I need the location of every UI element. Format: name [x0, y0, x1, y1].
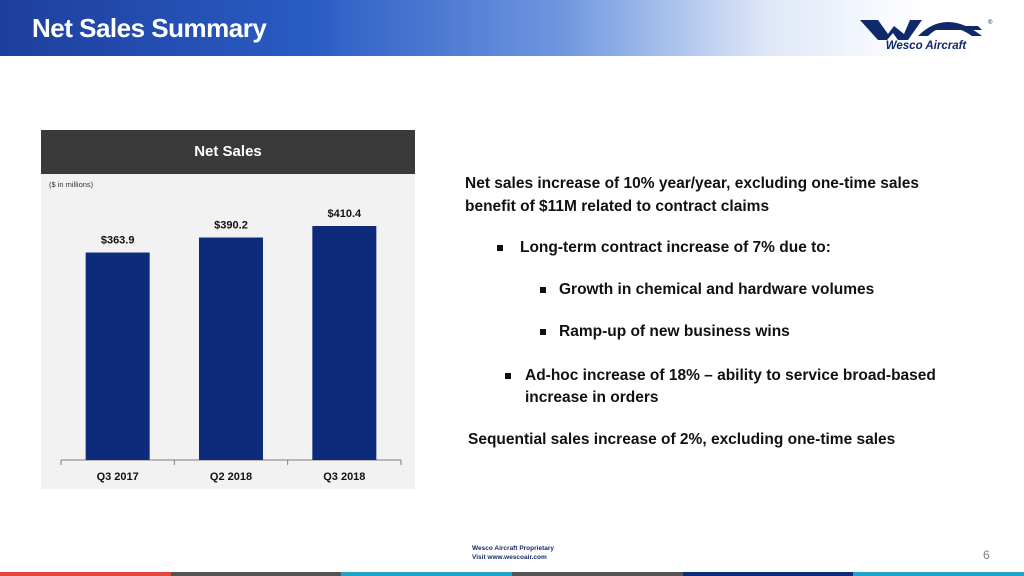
category-label: Q2 2018 — [210, 471, 252, 483]
sequential-increase-text: Sequential sales increase of 2%, excludi… — [468, 431, 896, 448]
sub-bullet-growth: Growth in chemical and hardware volumes — [559, 281, 875, 298]
footer-color-bar — [0, 572, 1024, 576]
bar-q3-2018 — [312, 226, 377, 460]
footer-color-segment — [341, 572, 513, 576]
registered-mark: ® — [988, 19, 993, 26]
footer-color-segment — [682, 572, 854, 576]
chart-unit-note: ($ in millions) — [49, 180, 94, 189]
logo-text: Wesco Aircraft — [885, 40, 967, 52]
bullet-marker — [540, 329, 546, 335]
headline-line-2: benefit of $11M related to contract clai… — [465, 198, 770, 215]
bar-value-label: $410.4 — [328, 208, 363, 220]
bar-q3-2017 — [85, 252, 150, 460]
website-link[interactable]: Visit www.wescoair.com — [472, 554, 547, 561]
footer-color-segment — [0, 572, 171, 576]
footer-color-segment — [512, 572, 683, 576]
chart-plot: $363.9 Q3 2017 $390.2 Q2 2018 $410.4 Q3 2018 — [60, 208, 402, 483]
headline-line-1: Net sales increase of 10% year/year, exc… — [465, 175, 920, 192]
category-label: Q3 2017 — [97, 471, 139, 483]
header-bar: Net Sales Summary ® Wesco Aircraft — [0, 0, 1024, 56]
net-sales-chart: Net Sales ($ in millions) $363.9 Q3 2017 $… — [41, 130, 415, 489]
footer-color-segment — [170, 572, 342, 576]
bullet-long-term: Long-term contract increase of 7% due to… — [520, 239, 831, 256]
proprietary-label: Wesco Aircraft Proprietary — [472, 545, 555, 552]
bullet-marker — [497, 245, 503, 251]
bullet-ad-hoc-line-2: increase in orders — [525, 389, 659, 406]
category-label: Q3 2018 — [323, 471, 365, 483]
chart-title: Net Sales — [41, 130, 415, 174]
bar-value-label: $363.9 — [101, 235, 135, 247]
bar-value-label: $390.2 — [214, 220, 248, 232]
bullet-ad-hoc-line-1: Ad-hoc increase of 18% – ability to serv… — [525, 367, 936, 384]
bullet-marker — [540, 287, 546, 293]
bar-q2-2018 — [199, 237, 263, 460]
wesco-logo: ® Wesco Aircraft — [860, 14, 1000, 52]
bullet-marker — [505, 373, 511, 379]
footer-color-segment — [853, 572, 1024, 576]
footer-proprietary: Wesco Aircraft Proprietary Visit www.wes… — [472, 544, 554, 562]
sub-bullet-ramp-up: Ramp-up of new business wins — [559, 323, 790, 340]
page-number: 6 — [983, 548, 990, 562]
page-title: Net Sales Summary — [32, 13, 267, 43]
wesco-logo-icon: ® — [860, 19, 993, 40]
